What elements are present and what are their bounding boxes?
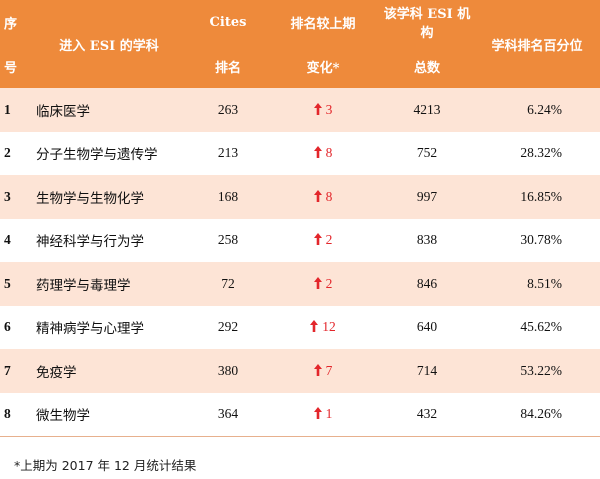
row-change: 7 (266, 349, 380, 393)
row-subject: 神经科学与行为学 (28, 218, 190, 262)
table-row: 8 微生物学 364 1 432 84.26% (0, 392, 600, 437)
row-subject: 分子生物学与遗传学 (28, 131, 190, 175)
row-total: 4213 (380, 88, 474, 132)
header-subject: 进入 ESI 的学科 (28, 0, 190, 88)
row-total: 846 (380, 262, 474, 306)
table-row: 4 神经科学与行为学 258 2 838 30.78% (0, 218, 600, 262)
arrow-up-icon (313, 189, 322, 202)
row-cites-rank: 213 (190, 131, 266, 175)
row-percentile: 6.24% (474, 88, 600, 132)
row-no: 7 (0, 349, 28, 393)
footnote: *上期为 2017 年 12 月统计结果 (14, 458, 197, 473)
header-total-line1: 该学科 ESI 机构 (380, 0, 474, 44)
row-change-value: 8 (325, 188, 333, 204)
row-cites-rank: 364 (190, 392, 266, 437)
row-subject: 生物学与生物化学 (28, 175, 190, 219)
row-total: 640 (380, 305, 474, 349)
row-change-value: 2 (325, 232, 333, 248)
row-total: 432 (380, 392, 474, 437)
row-no: 8 (0, 392, 28, 437)
row-total: 838 (380, 218, 474, 262)
row-change: 1 (266, 392, 380, 437)
row-percentile: 45.62% (474, 305, 600, 349)
row-no: 5 (0, 262, 28, 306)
row-percentile: 30.78% (474, 218, 600, 262)
table-row: 6 精神病学与心理学 292 12 640 45.62% (0, 305, 600, 349)
row-subject: 免疫学 (28, 349, 190, 393)
row-no: 6 (0, 305, 28, 349)
header-change-line2: 变化* (266, 44, 380, 88)
row-change-value: 7 (325, 362, 333, 378)
arrow-up-icon (313, 233, 322, 246)
row-change-value: 12 (322, 319, 336, 335)
row-total: 714 (380, 349, 474, 393)
row-percentile: 53.22% (474, 349, 600, 393)
header-cites-line2: 排名 (190, 44, 266, 88)
table-row: 1 临床医学 263 3 4213 6.24% (0, 88, 600, 132)
row-no: 2 (0, 131, 28, 175)
row-cites-rank: 263 (190, 88, 266, 132)
row-percentile: 28.32% (474, 131, 600, 175)
row-subject: 精神病学与心理学 (28, 305, 190, 349)
row-cites-rank: 258 (190, 218, 266, 262)
header-change-line1: 排名较上期 (266, 0, 380, 44)
row-no: 4 (0, 218, 28, 262)
row-cites-rank: 292 (190, 305, 266, 349)
row-change: 3 (266, 88, 380, 132)
row-change: 8 (266, 131, 380, 175)
header-no-line2: 号 (0, 44, 28, 88)
row-no: 3 (0, 175, 28, 219)
header-percentile: 学科排名百分位 (474, 0, 600, 88)
header-row-2: 号 排名 变化* 总数 (0, 44, 600, 88)
row-total: 752 (380, 131, 474, 175)
header-no-line1: 序 (0, 0, 28, 44)
arrow-up-icon (313, 146, 322, 159)
row-cites-rank: 380 (190, 349, 266, 393)
table-row: 3 生物学与生物化学 168 8 997 16.85% (0, 175, 600, 219)
header-cites-line1: Cites (190, 0, 266, 44)
row-change-value: 3 (325, 101, 333, 117)
row-cites-rank: 168 (190, 175, 266, 219)
row-total: 997 (380, 175, 474, 219)
table-row: 7 免疫学 380 7 714 53.22% (0, 349, 600, 393)
row-change-value: 1 (325, 406, 333, 422)
row-change: 2 (266, 218, 380, 262)
arrow-up-icon (310, 320, 319, 333)
row-change: 2 (266, 262, 380, 306)
row-percentile: 84.26% (474, 392, 600, 437)
arrow-up-icon (313, 102, 322, 115)
row-change-value: 2 (325, 275, 333, 291)
row-percentile: 16.85% (474, 175, 600, 219)
arrow-up-icon (313, 363, 322, 376)
arrow-up-icon (313, 276, 322, 289)
header-total-line2: 总数 (380, 44, 474, 88)
esi-ranking-table: 序 进入 ESI 的学科 Cites 排名较上期 该学科 ESI 机构 学科排名… (0, 0, 600, 437)
row-change: 12 (266, 305, 380, 349)
row-percentile: 8.51% (474, 262, 600, 306)
table-row: 2 分子生物学与遗传学 213 8 752 28.32% (0, 131, 600, 175)
arrow-up-icon (313, 407, 322, 420)
row-cites-rank: 72 (190, 262, 266, 306)
header-row: 序 进入 ESI 的学科 Cites 排名较上期 该学科 ESI 机构 学科排名… (0, 0, 600, 88)
row-change: 8 (266, 175, 380, 219)
row-change-value: 8 (325, 145, 333, 161)
table-row: 5 药理学与毒理学 72 2 846 8.51% (0, 262, 600, 306)
row-subject: 微生物学 (28, 392, 190, 437)
row-no: 1 (0, 88, 28, 132)
row-subject: 药理学与毒理学 (28, 262, 190, 306)
row-subject: 临床医学 (28, 88, 190, 132)
